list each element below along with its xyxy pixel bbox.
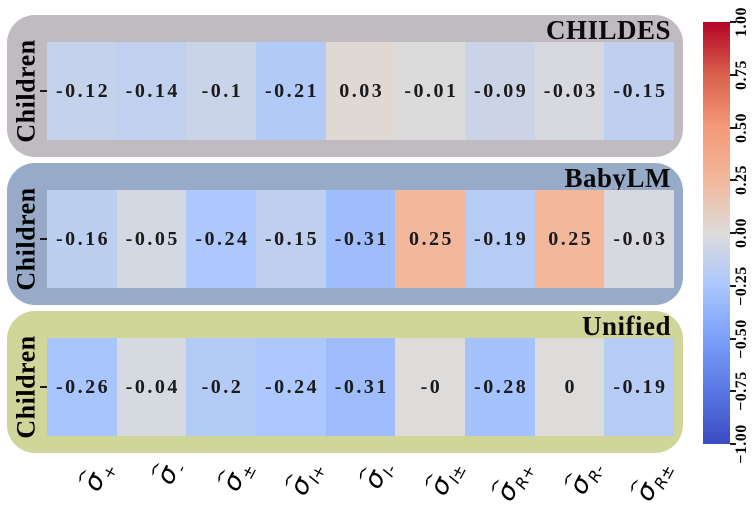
heatmap-cell: 0.25 <box>534 190 605 288</box>
heatmap-row: -0.16 -0.05 -0.24 -0.15 -0.31 0.25 -0.19 0.25 -0… <box>47 190 675 288</box>
colorbar-gradient <box>703 22 730 444</box>
heatmap-cell: -0.01 <box>395 42 466 140</box>
colorbar-tick <box>730 126 736 129</box>
cell-value: 0.25 <box>548 227 594 250</box>
y-tick <box>40 238 47 240</box>
heatmap-cell: -0.05 <box>116 190 187 288</box>
cell-value: -0.04 <box>125 375 180 398</box>
colorbar-tick <box>730 73 736 76</box>
colorbar-tick <box>730 390 736 393</box>
panel-title: BabyLM <box>564 163 671 193</box>
heatmap-row: -0.12 -0.14 -0.1 -0.21 0.03 -0.01 -0.09 -0.03 -0… <box>47 42 675 140</box>
heatmap-cell: -0.09 <box>465 42 535 140</box>
x-axis-label: ˆ σ- <box>146 456 191 491</box>
heatmap-cell: -0.16 <box>47 190 117 288</box>
colorbar-tick-label-wrap: −1.00 <box>732 404 752 484</box>
heatmap-cell: -0 <box>395 338 466 436</box>
cell-value: -0.31 <box>334 227 389 250</box>
cell-value: -0.1 <box>201 79 244 102</box>
x-axis-label: ˆ σI± <box>419 456 470 502</box>
colorbar-tick-label: 0.00 <box>733 218 750 248</box>
cell-value: -0.31 <box>334 375 389 398</box>
heatmap-cell: -0.19 <box>604 338 675 436</box>
heatmap-cell: -0.24 <box>186 190 257 288</box>
colorbar-tick-label: 1.00 <box>733 7 750 37</box>
colorbar-tick <box>730 179 736 182</box>
x-axis-label: ˆ σ± <box>212 456 261 498</box>
cell-value: -0.19 <box>613 375 668 398</box>
heatmap-cell: -0.15 <box>256 190 326 288</box>
cell-value: -0.16 <box>56 227 111 250</box>
panel-title: Unified <box>581 311 671 341</box>
heatmap-cell: -0.2 <box>186 338 257 436</box>
colorbar-tick <box>730 337 736 340</box>
colorbar-tick-label: 0.25 <box>733 165 750 196</box>
heatmap-cell: -0.03 <box>604 190 675 288</box>
panel-childes: CHILDES Children -0.12 -0.14 -0.1 -0.21 0.03 -0… <box>7 15 683 157</box>
y-tick <box>40 90 47 92</box>
row-label: Children <box>12 39 41 143</box>
cell-value: 0 <box>564 375 578 398</box>
cell-value: -0.03 <box>613 227 668 250</box>
x-axis-label: ˆ σR+ <box>485 456 539 508</box>
panel-babylm: BabyLM Children -0.16 -0.05 -0.24 -0.15 -0.31 0… <box>7 163 683 305</box>
cell-value: -0.21 <box>265 79 320 102</box>
x-axis-label: ˆ σR± <box>625 456 679 508</box>
cell-value: -0.15 <box>265 227 320 250</box>
colorbar-tick-label: 0.50 <box>733 112 750 143</box>
heatmap-cell: -0.19 <box>465 190 535 288</box>
cell-value: -0.01 <box>404 79 459 102</box>
x-axis-label: ˆ σ+ <box>73 456 122 498</box>
row-label: Children <box>12 335 41 439</box>
colorbar-tick <box>730 443 736 445</box>
cell-value: -0.24 <box>265 375 320 398</box>
heatmap-row: -0.26 -0.04 -0.2 -0.24 -0.31 -0 -0.28 0 -0.19 <box>47 338 675 436</box>
heatmap-cell: -0.14 <box>116 42 187 140</box>
heatmap-cell: -0.26 <box>47 338 117 436</box>
colorbar-tick <box>730 21 736 23</box>
panel-unified: Unified Children -0.26 -0.04 -0.2 -0.24 -0.31-… <box>7 311 683 453</box>
colorbar-tick <box>730 284 736 287</box>
colorbar-tick <box>730 232 736 234</box>
cell-value: -0.05 <box>125 227 180 250</box>
cell-value: -0.03 <box>543 79 598 102</box>
cell-value: -0.09 <box>474 79 529 102</box>
x-axis-label: ˆ σI- <box>353 456 400 495</box>
heatmap-cell: 0.03 <box>325 42 396 140</box>
heatmap-cell: -0.21 <box>256 42 326 140</box>
cell-value: -0.12 <box>56 79 111 102</box>
x-axis-label: ˆ σR- <box>559 456 609 501</box>
heatmap-cell: -0.28 <box>465 338 535 436</box>
cell-value: -0.15 <box>613 79 668 102</box>
cell-value: -0 <box>420 375 443 398</box>
heatmap-cell: -0.24 <box>256 338 326 436</box>
cell-value: 0.25 <box>408 227 454 250</box>
cell-value: -0.14 <box>125 79 180 102</box>
heatmap-cell: -0.31 <box>325 338 396 436</box>
cell-value: -0.26 <box>56 375 111 398</box>
cell-value: -0.24 <box>195 227 250 250</box>
heatmap-cell: -0.03 <box>534 42 605 140</box>
x-axis-label: ˆ σI+ <box>279 456 330 502</box>
heatmap-cell: -0.04 <box>116 338 187 436</box>
panel-title: CHILDES <box>545 15 671 45</box>
row-label: Children <box>12 187 41 291</box>
heatmap-cell: 0.25 <box>395 190 466 288</box>
cell-value: -0.19 <box>474 227 529 250</box>
colorbar-tick-label: −1.00 <box>733 424 750 464</box>
heatmap-cell: -0.12 <box>47 42 117 140</box>
heatmap-cell: -0.31 <box>325 190 396 288</box>
heatmap-cell: 0 <box>534 338 605 436</box>
cell-value: -0.28 <box>474 375 529 398</box>
y-tick <box>40 386 47 388</box>
cell-value: 0.03 <box>339 79 385 102</box>
heatmap-cell: -0.1 <box>186 42 257 140</box>
heatmap-cell: -0.15 <box>604 42 675 140</box>
colorbar-tick-label: 0.75 <box>733 59 750 90</box>
cell-value: -0.2 <box>201 375 244 398</box>
